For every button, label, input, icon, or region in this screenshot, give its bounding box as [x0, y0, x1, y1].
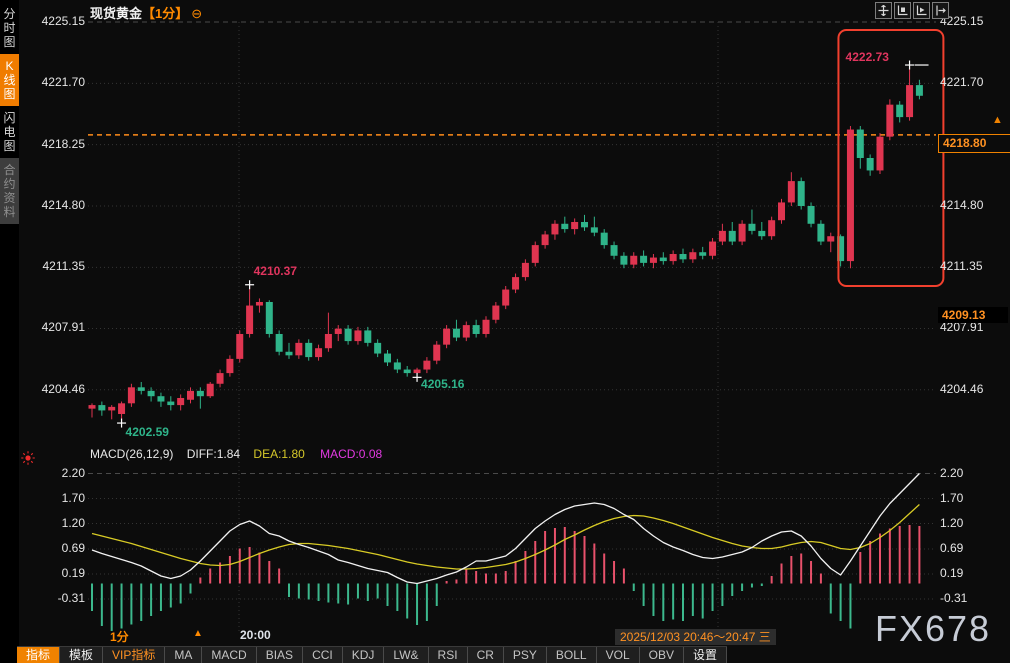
collapse-icon[interactable]: ⊖ [191, 6, 203, 21]
price-annotation-2: 4205.16 [421, 377, 465, 392]
price-axis-label-right-4: 4211.35 [940, 259, 983, 274]
datetime-range-label: 2025/12/03 20:46～20:47 三 [615, 629, 776, 645]
macd-axis-label-right-1: 1.70 [940, 490, 964, 505]
price-annotation-0: 4210.37 [253, 263, 297, 278]
toolbar-button-12[interactable]: BOLL [547, 647, 597, 663]
price-axis-label-right-0: 4225.15 [940, 14, 984, 28]
left-sidebar: 分时图 K线图闪电图合约资料 [0, 0, 19, 663]
toolbar-button-9[interactable]: RSI [429, 647, 468, 663]
macd-axis-label-left-3: 0.69 [61, 541, 85, 555]
macd-diff-value: DIFF:1.84 [186, 447, 241, 461]
axis-scale-icon[interactable] [894, 2, 911, 19]
macd-dea-value: DEA:1.80 [253, 447, 305, 461]
toolbar-button-13[interactable]: VOL [597, 647, 640, 663]
macd-macd-value: MACD:0.08 [320, 447, 383, 461]
shift-right-icon[interactable] [932, 2, 949, 19]
macd-axis-label-right-0: 2.20 [940, 465, 964, 480]
toolbar-button-2[interactable]: VIP指标 [103, 647, 166, 663]
bottom-toolbar: 指标 模板 VIP指标 MA MACD BIAS CCI KDJ LW& RSI CR PSY BOLL… [17, 646, 727, 663]
chart-title: 现货黄金【1分】 ⊖ [90, 3, 202, 22]
toolbar-button-0[interactable]: 指标 [17, 647, 61, 663]
price-axis-label-right-6: 4204.46 [940, 381, 984, 396]
price-axis-label-left-6: 4204.46 [41, 381, 85, 396]
toolbar-button-14[interactable]: OBV [640, 647, 684, 663]
macd-axis-label-left-2: 1.20 [61, 515, 85, 530]
macd-axis-label-right-3: 0.69 [940, 541, 964, 555]
toolbar-button-6[interactable]: CCI [303, 647, 343, 663]
macd-axis-label-left-1: 1.70 [61, 490, 85, 505]
time-axis-label: 20:00 [240, 628, 271, 642]
price-axis-label-left-2: 4218.25 [41, 136, 85, 151]
axis-play-icon[interactable] [913, 2, 930, 19]
price-axis-label-left-0: 4225.15 [41, 14, 85, 28]
sidebar-item-1[interactable]: K线图 [0, 54, 19, 106]
interval-tag: 【1分】 [142, 6, 189, 21]
price-axis-label-right-5: 4207.91 [940, 320, 984, 335]
period-arrow-icon[interactable]: ▲ [193, 628, 203, 639]
macd-axis-label-right-4: 0.19 [940, 566, 964, 580]
macd-axis-label-right-5: -0.31 [940, 591, 968, 605]
macd-axis-label-left-5: -0.31 [57, 591, 85, 605]
chart-toolbar-icons [875, 2, 949, 19]
toolbar-button-11[interactable]: PSY [504, 647, 547, 663]
price-annotation-1: 4202.59 [125, 425, 169, 440]
toolbar-button-4[interactable]: MACD [202, 647, 257, 663]
prev-close-tag: 4209.13 [938, 307, 1008, 323]
price-axis-label-left-5: 4207.91 [41, 320, 85, 335]
price-axis-label-left-1: 4221.70 [41, 75, 85, 90]
sidebar-item-3[interactable]: 合约资料 [0, 158, 19, 224]
toolbar-button-15[interactable]: 设置 [684, 647, 727, 663]
sidebar-item-2[interactable]: 闪电图 [3, 111, 16, 153]
macd-axis-label-left-4: 0.19 [61, 566, 85, 580]
toolbar-button-5[interactable]: BIAS [257, 647, 304, 663]
price-annotation-3: 4222.73 [845, 50, 889, 65]
indicator-alert-icon[interactable] [20, 450, 36, 466]
price-axis-label-right-3: 4214.80 [940, 197, 984, 212]
price-axis-label-left-3: 4214.80 [41, 197, 85, 212]
price-line-tag[interactable]: 4218.80 [938, 134, 1010, 153]
watermark: FX678 [875, 608, 992, 649]
macd-axis-label-left-0: 2.20 [61, 465, 85, 480]
toolbar-button-1[interactable]: 模板 [60, 647, 104, 663]
price-axis-label-left-4: 4211.35 [42, 259, 86, 274]
price-axis-label-right-1: 4221.70 [940, 75, 984, 90]
symbol-name: 现货黄金 [90, 6, 143, 21]
toolbar-button-7[interactable]: KDJ [343, 647, 385, 663]
pan-crosshair-icon[interactable] [875, 2, 892, 19]
price-alert-arrow-icon[interactable]: ▲ [992, 114, 1003, 126]
sidebar-item-0[interactable]: 分时图 [3, 7, 16, 49]
period-selector[interactable]: 1分 [110, 630, 129, 644]
macd-name: MACD(26,12,9) [90, 447, 174, 461]
toolbar-button-8[interactable]: LW& [384, 647, 429, 663]
macd-header: MACD(26,12,9) DIFF:1.84 DEA:1.80 MACD:0.… [90, 447, 382, 461]
toolbar-button-10[interactable]: CR [468, 647, 504, 663]
macd-axis-label-right-2: 1.20 [940, 515, 964, 530]
toolbar-button-3[interactable]: MA [165, 647, 203, 663]
